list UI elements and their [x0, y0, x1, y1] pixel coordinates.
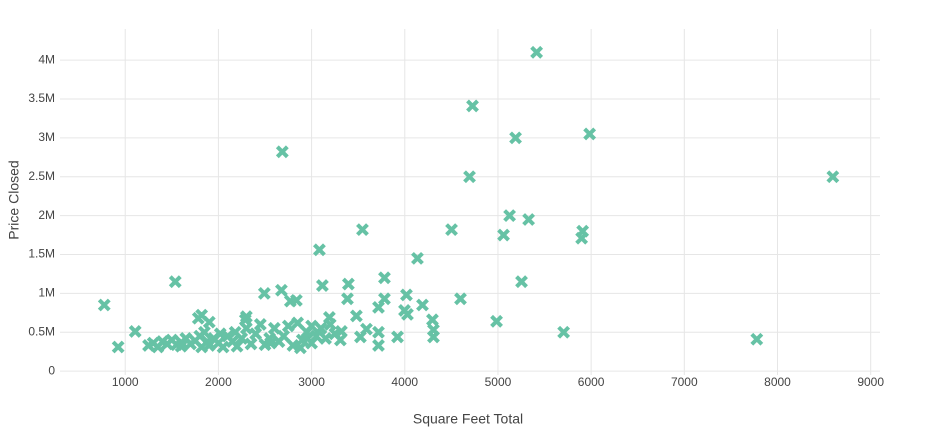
point [244, 337, 258, 351]
point [490, 314, 503, 328]
point [257, 286, 271, 300]
point [522, 213, 536, 226]
y-tick-label: 2M [38, 208, 55, 222]
point [253, 318, 267, 331]
point [213, 327, 227, 341]
point [198, 325, 211, 339]
x-tick-label: 7000 [671, 375, 698, 389]
x-tick-label: 4000 [391, 375, 418, 389]
point [349, 309, 363, 323]
point [249, 327, 263, 341]
point [372, 325, 385, 339]
point [401, 307, 414, 321]
point [509, 131, 522, 145]
point [239, 310, 253, 324]
x-tick-label: 9000 [857, 375, 884, 389]
point [400, 288, 413, 302]
point [750, 332, 764, 346]
point [341, 277, 355, 291]
point [305, 319, 319, 333]
point [372, 339, 385, 352]
point [319, 332, 332, 345]
point [575, 231, 589, 245]
y-tick-label: 2.5M [28, 169, 55, 183]
point [497, 228, 510, 242]
point [313, 243, 326, 257]
y-tick-label: 1.5M [28, 247, 55, 261]
point [372, 300, 385, 314]
point [274, 283, 288, 297]
point [235, 332, 249, 345]
y-tick-label: 3M [38, 130, 55, 144]
y-tick-label: 0.5M [28, 324, 55, 338]
point [168, 275, 182, 289]
point [416, 298, 429, 312]
point [239, 321, 253, 335]
point [356, 223, 369, 237]
point [826, 170, 840, 184]
point [281, 319, 295, 333]
point [515, 275, 528, 289]
point [277, 329, 291, 343]
point [216, 340, 230, 354]
x-tick-label: 6000 [578, 375, 605, 389]
x-tick-label: 1000 [112, 375, 139, 389]
x-tick-label: 3000 [298, 375, 325, 389]
point [454, 292, 467, 306]
point [328, 327, 342, 341]
point [264, 336, 278, 350]
x-axis-title: Square Feet Total [413, 411, 523, 427]
y-tick-label: 4M [38, 52, 55, 66]
point [557, 325, 571, 339]
point [230, 339, 244, 353]
point [275, 145, 289, 159]
x-tick-label: 2000 [205, 375, 232, 389]
point [97, 298, 111, 312]
point [503, 209, 517, 223]
point [463, 170, 476, 184]
point [426, 313, 439, 327]
point [341, 292, 354, 306]
point [283, 294, 297, 308]
point [445, 223, 458, 237]
point [427, 330, 440, 344]
point [128, 325, 142, 338]
y-tick-label: 1M [38, 286, 55, 300]
y-tick-label: 0 [48, 363, 55, 377]
point [174, 339, 188, 353]
x-tick-label: 8000 [764, 375, 791, 389]
point [391, 330, 404, 344]
y-tick-label: 3.5M [28, 91, 55, 105]
point [378, 271, 391, 285]
point [583, 127, 597, 141]
point [267, 321, 281, 335]
y-axis-title: Price Closed [6, 160, 22, 239]
point [111, 340, 125, 354]
point [291, 316, 305, 330]
point [354, 330, 367, 344]
point [315, 279, 329, 292]
point [411, 251, 424, 265]
point [323, 318, 337, 331]
point [293, 341, 307, 355]
point [309, 329, 323, 343]
point [195, 308, 209, 322]
point [530, 45, 544, 59]
point [314, 321, 328, 335]
x-tick-label: 5000 [485, 375, 512, 389]
point [466, 99, 479, 113]
